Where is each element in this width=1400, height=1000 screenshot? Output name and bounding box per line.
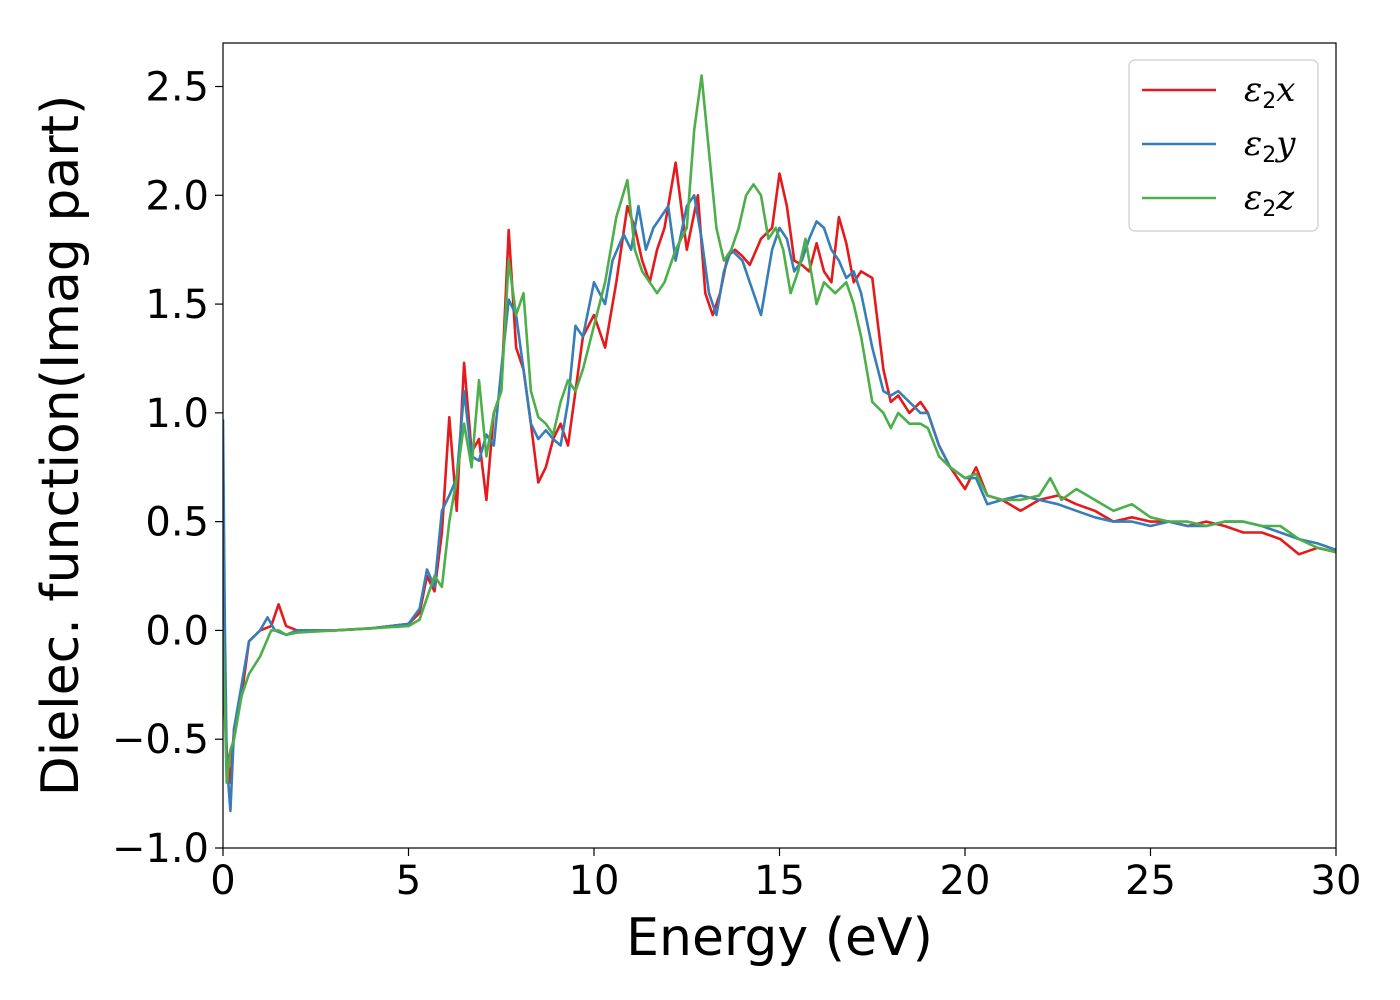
x-axis-ticks: 0 5 10 15 20 25 30	[210, 848, 1361, 904]
y-tick-label: 2.5	[145, 65, 209, 111]
legend: ε2x ε2y ε2z	[1128, 59, 1319, 232]
y-tick-label: −0.5	[112, 717, 209, 763]
series-line-z	[223, 74, 1336, 784]
series-layer	[223, 74, 1336, 813]
y-axis-label: Dielec. function(Imag part)	[31, 95, 91, 797]
y-axis-ticks: −1.0 −0.5 0.0 0.5 1.0 1.5 2.0 2.5	[112, 65, 223, 872]
legend-label-z: ε2z	[1244, 178, 1295, 222]
y-tick-label: 0.5	[145, 500, 209, 546]
y-tick-label: 1.0	[145, 391, 209, 437]
legend-box	[1128, 59, 1319, 232]
y-tick-label: 2.0	[145, 173, 209, 219]
x-tick-label: 20	[940, 858, 991, 904]
x-axis-label: Energy (eV)	[626, 908, 933, 968]
y-tick-label: 0.0	[145, 608, 209, 654]
x-tick-label: 10	[569, 858, 620, 904]
x-tick-label: 5	[396, 858, 421, 904]
series-line-y	[223, 194, 1336, 813]
y-tick-label: −1.0	[112, 826, 209, 872]
legend-label-y: ε2y	[1244, 124, 1296, 168]
x-tick-label: 0	[210, 858, 235, 904]
x-tick-label: 25	[1125, 858, 1176, 904]
legend-label-x: ε2x	[1244, 70, 1295, 114]
y-tick-label: 1.5	[145, 282, 209, 328]
x-tick-label: 15	[754, 858, 805, 904]
series-line-x	[223, 161, 1336, 784]
x-tick-label: 30	[1311, 858, 1362, 904]
